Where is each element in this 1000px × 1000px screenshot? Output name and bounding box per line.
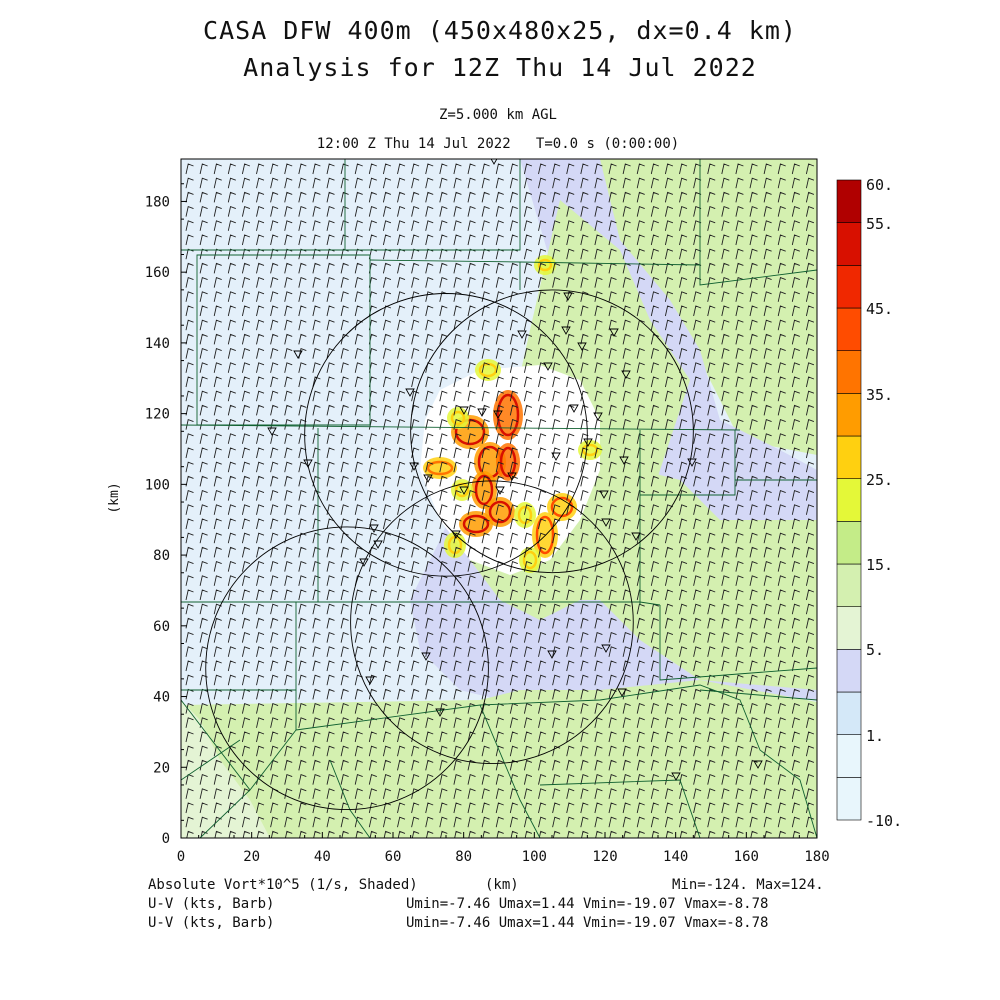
y-tick-label: 60 [153,619,170,635]
colorbar-label: 25. [866,471,893,489]
county-boundary [659,605,817,681]
convective-cell-core [535,515,555,555]
y-axis-label: (km) [107,482,122,513]
convective-cell [519,547,541,573]
radar-site-markers [267,159,763,781]
x-tick-label: 160 [734,849,759,865]
radar-site-triangle [267,159,763,781]
vorticity-shading [181,159,817,838]
convective-cell-core [499,446,517,478]
colorbar-label: -10. [866,812,902,830]
convective-cell-core [488,500,512,524]
county-boundary [181,739,241,781]
x-axis-unit: (km) [485,877,519,893]
convective-cell-core [537,258,553,272]
colorbar-bin [836,563,862,607]
radar-range-rings [205,289,694,811]
wind-barb-field [185,163,815,838]
time-label: 12:00 Z Thu 14 Jul 2022 T=0.0 s (0:00:00… [316,136,680,152]
county-boundary [345,159,521,251]
county-boundary [640,430,736,496]
convective-cell-core [426,460,454,476]
colorbar-bin [836,265,862,309]
county-boundary [479,684,817,838]
y-tick-label: 120 [145,407,170,423]
y-tick-label: 80 [153,548,170,564]
colorbar-label: 55. [866,215,893,233]
wind-barb-label-2: U-V (kts, Barb) [148,915,275,931]
colorbar-label: 1. [866,727,884,745]
colorbar-bin [836,691,862,735]
county-boundary [519,261,701,266]
wind-range-2: Umin=-7.46 Umax=1.44 Vmin=-19.07 Vmax=-8… [406,915,769,931]
colorbar-label: 35. [866,386,893,404]
colorbar-bin [836,393,862,437]
colorbar-label: 5. [866,641,884,659]
y-tick-label: 180 [145,194,170,210]
level-label: Z=5.000 km AGL [438,107,557,123]
convective-cell-core [462,514,490,534]
county-boundary [196,254,371,426]
y-tick-label: 0 [162,831,170,847]
county-boundaries [181,159,817,838]
colorbar-bin [836,606,862,650]
colorbar-label: 60. [866,176,893,194]
colorbar-bin [836,307,862,351]
plot-frame [180,158,818,839]
colorbar-bin [836,777,862,821]
x-tick-label: 80 [455,849,472,865]
county-boundary [181,424,741,431]
y-tick-label: 20 [153,760,170,776]
wind-barb-label-1: U-V (kts, Barb) [148,896,275,912]
convective-cell-core [517,505,533,525]
colorbar-label: 15. [866,556,893,574]
x-tick-label: 20 [243,849,260,865]
convective-cell [475,359,501,381]
colorbar-bin [836,521,862,565]
colorbar: 60. 55. 45. 35. 25. 15. 5. 1. -10. [836,176,902,830]
colorbar-bin [836,179,862,223]
x-tick-label: 40 [314,849,331,865]
colorbar-bin [836,222,862,266]
minmax-label: Min=-124. Max=124. [672,877,824,893]
y-tick-label: 140 [145,336,170,352]
county-boundary [699,159,817,286]
colorbar-bin [836,649,862,693]
x-tick-label: 140 [663,849,688,865]
county-boundary [699,689,817,701]
county-boundary [539,779,701,838]
y-tick-label: 160 [145,265,170,281]
colorbar-bin [836,435,862,479]
y-tick-label: 100 [145,477,170,493]
radar-range-ring [304,293,588,577]
x-tick-label: 120 [592,849,617,865]
convective-cell [514,502,536,528]
radar-range-ring [410,289,694,574]
wind-barbs [185,163,815,838]
wind-range-1: Umin=-7.46 Umax=1.44 Vmin=-19.07 Vmax=-8… [406,896,769,912]
convective-cell-core [522,550,538,570]
convective-cell-core [450,410,466,426]
colorbar-bin [836,350,862,394]
chart-title: CASA DFW 400m (450x480x25, dx=0.4 km) [203,16,797,45]
x-tick-label: 100 [522,849,547,865]
radar-range-ring [350,480,634,765]
x-tick-label: 60 [385,849,402,865]
colorbar-bin [836,478,862,522]
x-tick-label: 180 [804,849,829,865]
chart-subtitle-analysis: Analysis for 12Z Thu 14 Jul 2022 [243,53,757,82]
convective-cell-core [496,393,520,437]
y-tick-label: 40 [153,690,170,706]
axis-ticks: 0 20 40 60 80 100 120 140 160 180 0 20 40 60 80 100 120 1… [107,183,830,865]
x-tick-label: 0 [177,849,185,865]
radar-range-ring [205,526,489,811]
colorbar-bin [836,734,862,778]
field-label: Absolute Vort*10^5 (1/s, Shaded) [148,877,418,893]
colorbar-label: 45. [866,300,893,318]
